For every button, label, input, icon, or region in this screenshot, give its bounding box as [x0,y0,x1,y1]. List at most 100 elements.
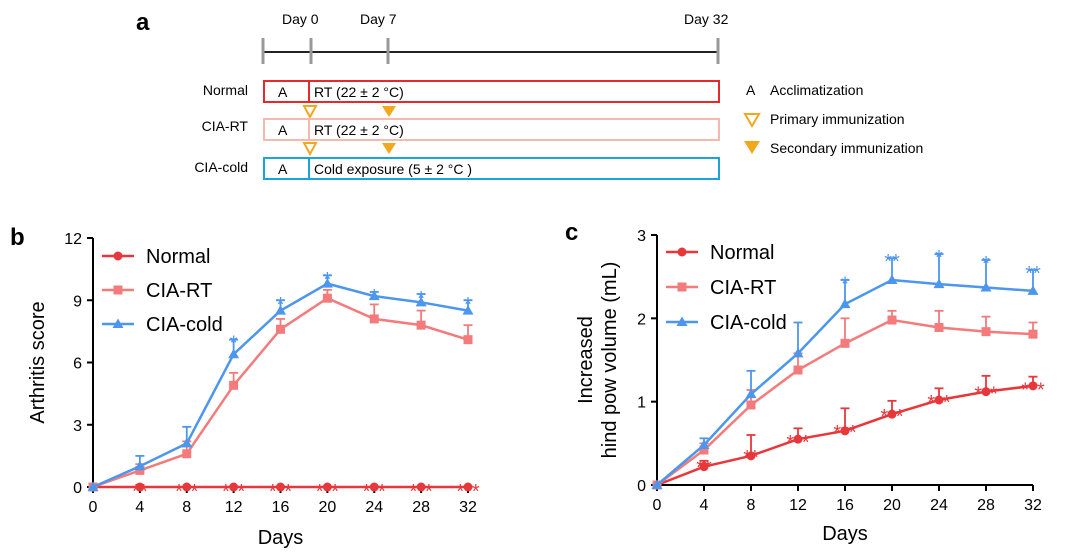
significance-annotation: *** [786,432,810,454]
data-point [135,482,145,492]
significance-annotation: * [277,294,285,316]
x-tick-label: 16 [272,499,290,516]
data-point [229,380,239,390]
legend-marker [112,318,124,328]
x-axis-title: Days [258,527,304,549]
x-tick-label: 32 [459,499,477,516]
x-tick-label: 24 [930,497,948,514]
significance-annotation: ** [884,251,900,273]
significance-annotation: * [230,333,238,355]
data-point [934,323,944,332]
panel-a-letter: a [136,9,150,36]
x-axis-title: Days [822,523,868,545]
x-tick-label: 20 [318,499,336,516]
legend-label: CIA-RT [710,277,776,299]
series-cia-rt [652,309,1038,490]
timeline-label-day0: Day 0 [282,11,319,27]
data-point [276,482,285,492]
data-point [980,282,992,292]
y-tick-label: 9 [73,293,82,310]
x-tick-label: 12 [225,499,243,516]
x-tick-label: 12 [789,497,807,514]
panel-b-legend: Normal CIA-RT CIA-cold [102,246,223,336]
data-point [182,449,192,459]
group-label-normal: Normal [203,82,248,98]
data-point [275,305,286,315]
y-tick-label: 3 [73,418,82,435]
data-point [368,290,380,301]
series-cia-cold [651,253,1039,489]
data-point [981,387,991,397]
data-point [369,314,379,324]
group-label-cia-rt: CIA-RT [202,118,249,134]
data-point [746,400,756,410]
y-axis-title: Increased hind pow volume (mL) [575,262,621,459]
significance-annotation: *** [409,481,433,503]
legend-label: Normal [146,246,210,268]
data-point [840,338,850,348]
significance-annotation: * [982,253,990,275]
data-point [699,445,709,455]
x-tick-label: 16 [836,497,854,514]
timeline-label-day7: Day 7 [360,11,397,27]
panel-c-legend: Normal CIA-RT CIA-cold [666,242,787,334]
significance-annotation: ** [743,447,759,469]
legend-label: CIA-cold [710,312,787,334]
data-point [699,462,709,472]
significance-annotation: *** [927,392,951,414]
y-tick-label: 12 [64,231,82,248]
legend-marker [113,251,123,261]
significance-annotation: *** [456,481,480,503]
data-point [933,278,945,289]
y-tick-label: 0 [73,480,82,497]
data-point [840,426,850,436]
y-tick-label: 1 [637,395,646,412]
x-tick-label: 32 [1024,497,1042,514]
data-point [87,481,99,491]
legend-acclim-symbol: A [746,82,756,98]
data-point [934,395,944,405]
significance-annotation: ** [132,481,148,503]
series-cia-cold [87,274,474,491]
legend-marker [113,285,123,295]
data-point [416,320,426,330]
data-point [981,327,991,337]
data-point [276,324,285,334]
significance-annotation: * [935,247,943,269]
secondary-immunization-marker-2 [382,143,396,154]
x-tick-label: 28 [977,497,995,514]
significance-annotation: *** [880,406,904,428]
acclim-label-normal: A [278,84,288,100]
x-tick-label: 8 [182,499,191,516]
significance-annotation: *** [363,481,387,503]
condition-label-normal: RT (22 ± 2 °C) [314,84,404,100]
primary-immunization-marker-2 [302,142,318,157]
data-point [1028,329,1038,339]
significance-annotation: *** [833,422,857,444]
legend-label: CIA-cold [146,314,223,336]
series-line [656,278,1034,486]
significance-annotation: ** [1025,263,1041,285]
y-tick-label: 2 [637,311,646,328]
data-point [887,315,897,325]
data-point [135,465,145,475]
primary-immunization-marker-1 [302,105,318,120]
data-point [793,365,803,375]
data-point [462,305,474,315]
x-tick-label: 0 [653,497,662,514]
significance-annotation: * [370,286,378,308]
legend-marker [677,247,687,257]
panel-a-timeline: a Day 0 Day 7 Day 32 Normal A RT (22 ± 2… [136,9,923,180]
panel-c-marks: ** ***** ********* *** ****** * * ** [651,247,1045,490]
acclim-label-cia-cold: A [278,161,288,177]
data-point [322,293,332,303]
group-bar-cia-cold [263,157,720,180]
significance-annotation: *** [1021,380,1045,402]
data-point [181,437,193,448]
data-point [229,482,239,492]
condition-label-cia-cold: Cold exposure (5 ± 2 °C ) [314,161,472,177]
significance-annotation: * [464,294,472,316]
